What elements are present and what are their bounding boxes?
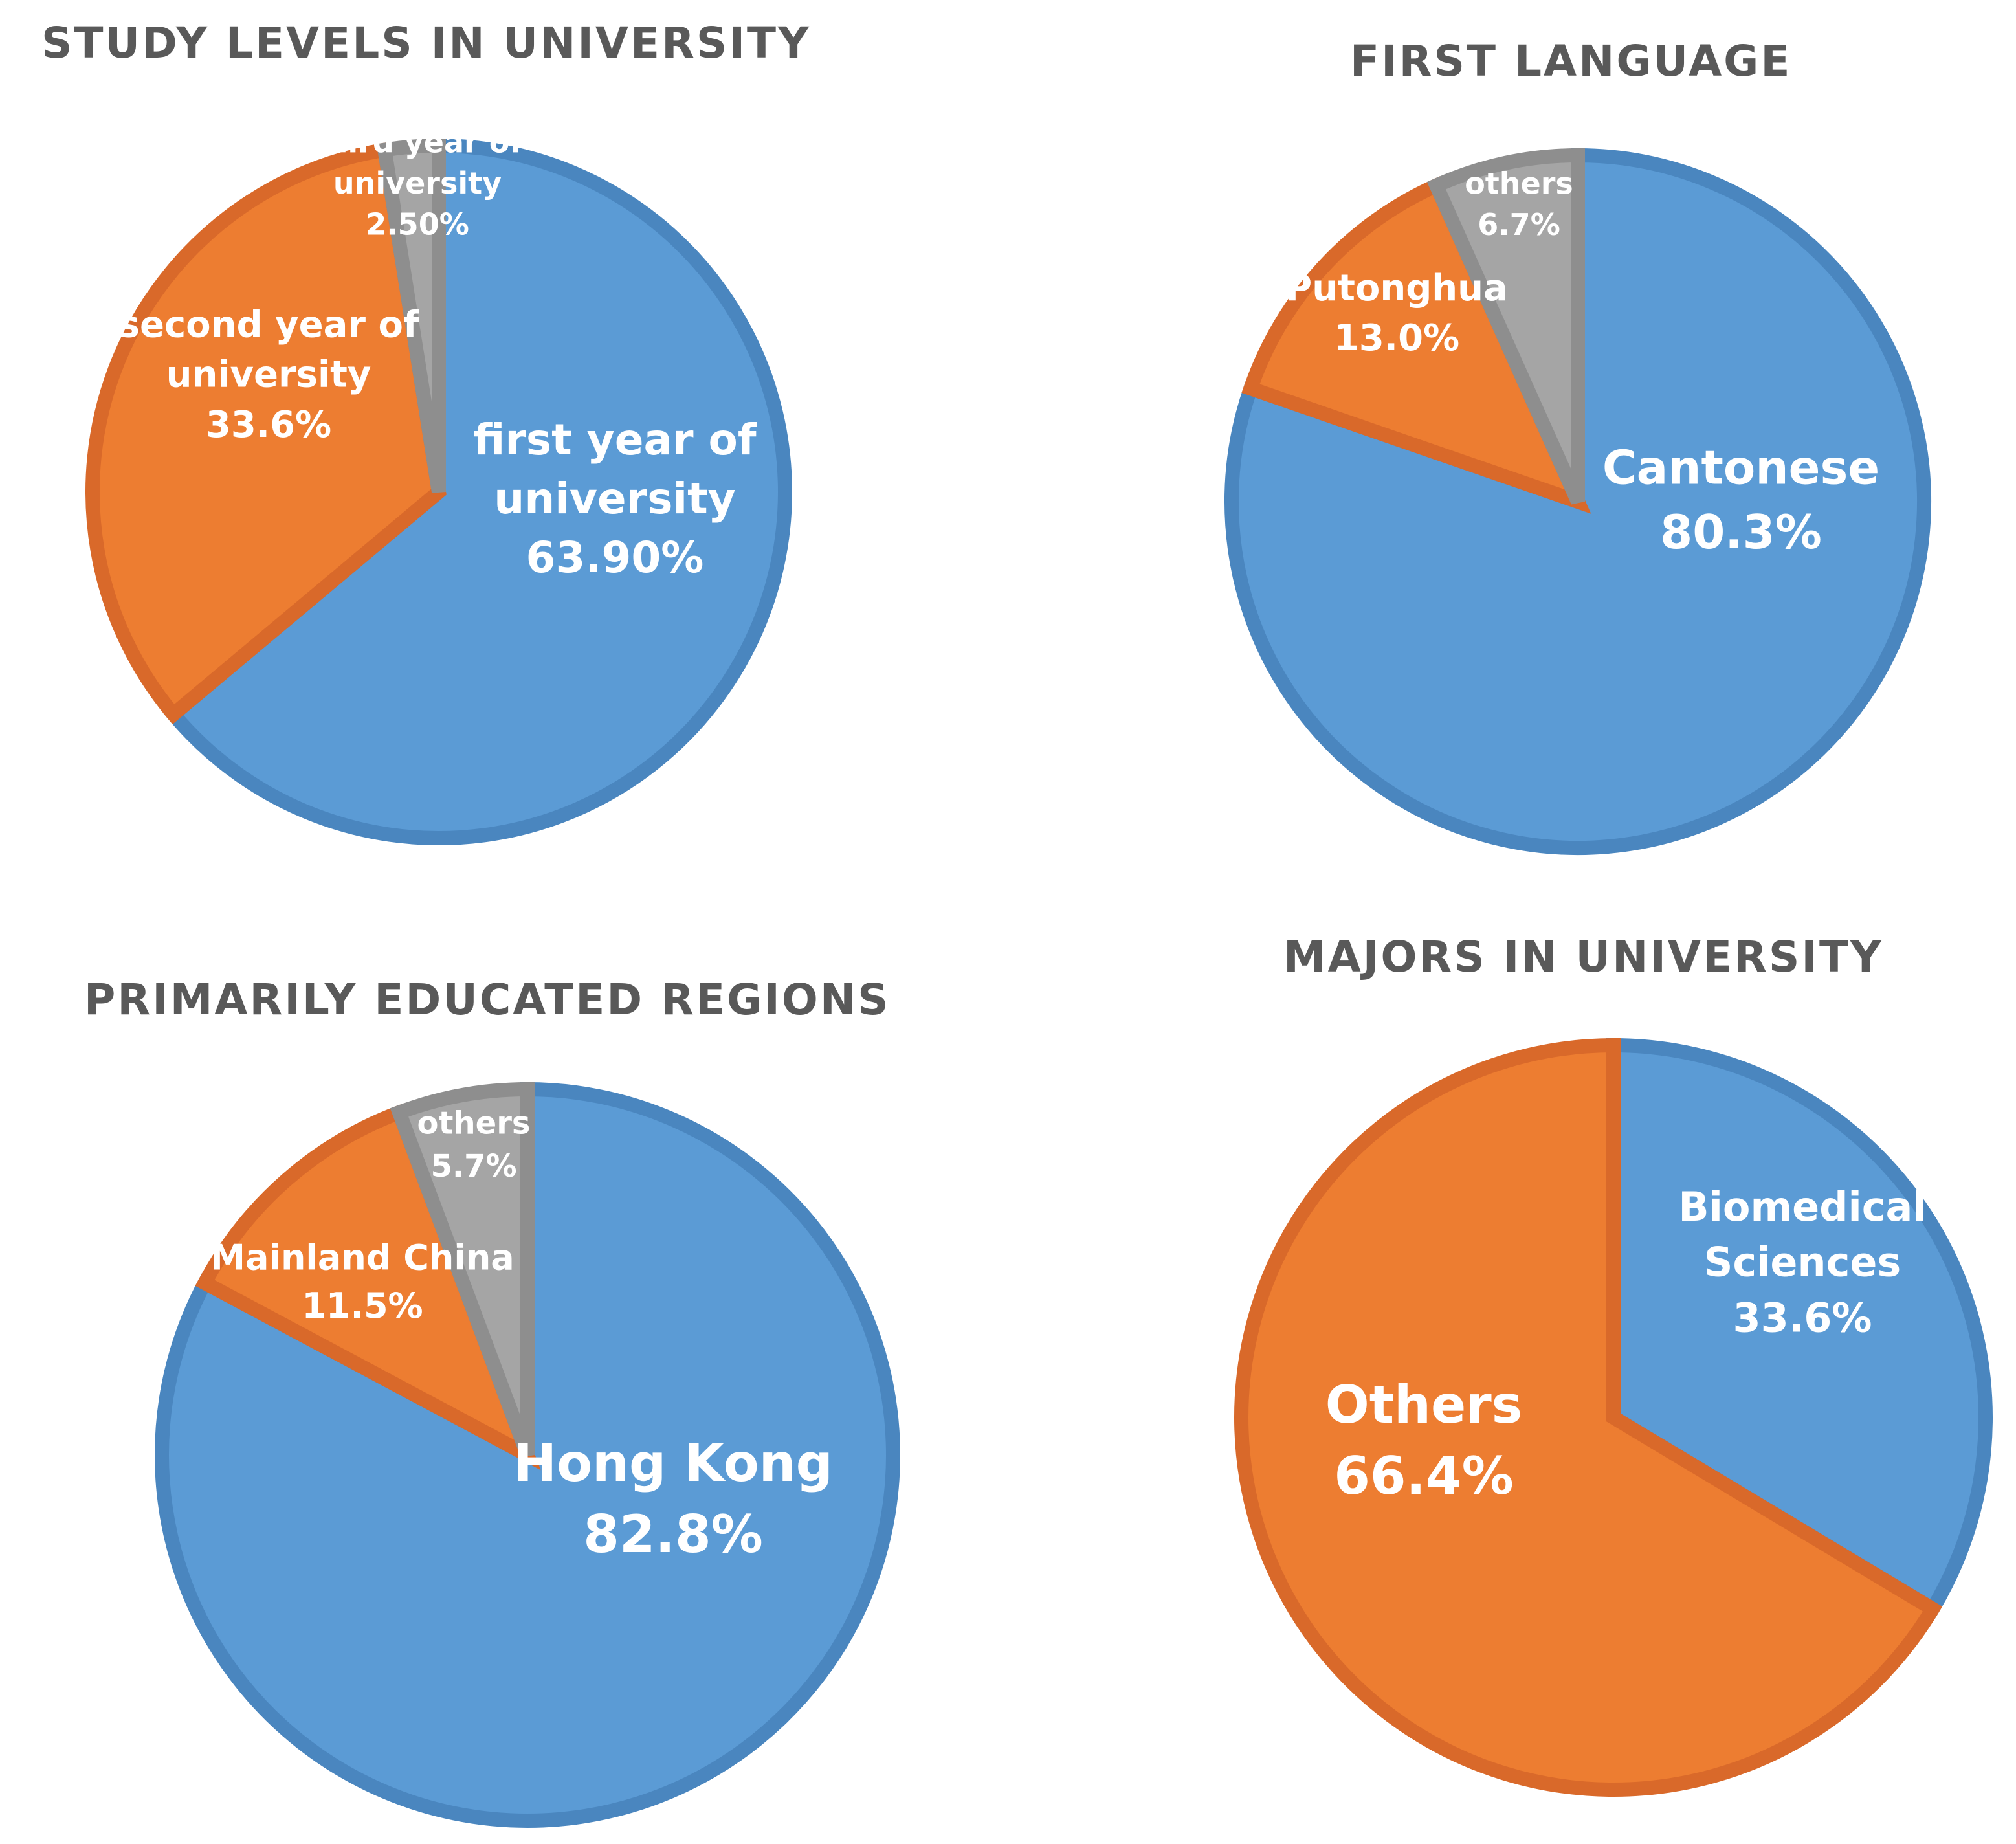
- slice-label: Hong Kong 82.8%: [513, 1433, 833, 1564]
- pie-slice: [390, 1082, 535, 1458]
- pie-slice: [195, 1103, 541, 1471]
- slice-label: others 5.7%: [417, 1105, 531, 1184]
- slice-value: 80.3%: [1660, 505, 1822, 559]
- chart-title-educated-regions: PRIMARILY EDUCATED REGIONS: [84, 975, 891, 1025]
- slice-label: others 6.7%: [1465, 166, 1573, 241]
- pie-chart-2: Cantonese 80.3% Putonghua 13.0% others 6.7%: [1224, 148, 1931, 855]
- pie-slice: [1234, 1038, 1943, 1797]
- slice-name: third year of: [313, 125, 524, 160]
- chart-title-study-levels: STUDY LEVELS IN UNIVERSITY: [41, 18, 811, 68]
- slice-label: Putonghua 13.0%: [1285, 267, 1508, 359]
- slice-value: 2.50%: [366, 207, 469, 242]
- slice-value: 66.4%: [1334, 1446, 1514, 1506]
- slice-label: Cantonese 80.3%: [1602, 441, 1879, 559]
- slice-name: university: [166, 354, 371, 396]
- pie-chart-3: Hong Kong 82.8% Mainland China 11.5% others 5…: [155, 1082, 900, 1828]
- slice-name: university: [333, 166, 502, 201]
- slice-label: Biomedical Sciences 33.6%: [1678, 1183, 1926, 1341]
- slice-name: second year of: [118, 304, 419, 346]
- slice-label: first year of university 63.90%: [473, 415, 757, 583]
- slice-value: 6.7%: [1478, 207, 1560, 242]
- slice-name: others: [417, 1105, 531, 1142]
- slice-value: 63.90%: [526, 533, 704, 583]
- slice-value: 5.7%: [430, 1148, 516, 1184]
- slice-name: Others: [1325, 1375, 1523, 1435]
- chart-title-majors: MAJORS IN UNIVERSITY: [1283, 932, 1883, 982]
- slice-label: Others 66.4%: [1325, 1375, 1523, 1506]
- pie-chart-4: Biomedical Sciences 33.6% Others 66.4%: [1234, 1038, 1993, 1797]
- slice-value: 33.6%: [206, 404, 331, 446]
- slice-label: Mainland China 11.5%: [210, 1238, 514, 1327]
- slice-name: university: [494, 474, 735, 524]
- slice-label: second year of university 33.6%: [118, 304, 419, 446]
- slice-value: 11.5%: [302, 1285, 423, 1326]
- slice-value: 33.6%: [1733, 1294, 1872, 1341]
- chart-title-first-language: FIRST LANGUAGE: [1350, 36, 1792, 86]
- pie-slice: [376, 138, 446, 493]
- slice-name: Sciences: [1704, 1239, 1901, 1286]
- pie-chart-1: first year of university 63.90% second year…: [85, 125, 792, 845]
- slice-value: 82.8%: [583, 1504, 763, 1564]
- slice-value: 13.0%: [1334, 317, 1459, 359]
- slice-name: Putonghua: [1285, 267, 1508, 309]
- slice-name: others: [1465, 166, 1573, 201]
- slice-name: Biomedical: [1678, 1183, 1926, 1230]
- slice-name: Mainland China: [210, 1238, 514, 1278]
- slice-name: Cantonese: [1602, 441, 1879, 495]
- pie-slice: [85, 141, 447, 725]
- pie-slice: [163, 138, 792, 845]
- slice-name: Hong Kong: [513, 1433, 833, 1493]
- slice-name: first year of: [473, 415, 757, 465]
- pie-slice: [1241, 176, 1591, 514]
- pie-slice: [1426, 148, 1585, 505]
- slice-label: third year of university 2.50%: [313, 125, 524, 242]
